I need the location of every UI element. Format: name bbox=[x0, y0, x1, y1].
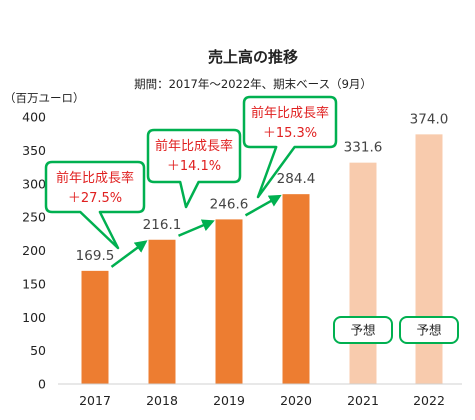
growth-arrow bbox=[178, 219, 215, 237]
bar-2018 bbox=[148, 239, 176, 384]
bars bbox=[81, 134, 443, 384]
x-tick-label: 2020 bbox=[280, 393, 312, 408]
forecast-badges: 予想 予想 bbox=[333, 316, 459, 344]
data-label: 216.1 bbox=[143, 217, 182, 233]
bar-2019 bbox=[215, 219, 243, 384]
growth-arrow bbox=[110, 240, 148, 268]
chart-title: 売上高の推移 bbox=[208, 48, 298, 66]
growth-callout: 前年比成長率 ＋27.5% bbox=[44, 160, 146, 250]
y-tick-label: 100 bbox=[22, 310, 46, 325]
y-tick-label: 150 bbox=[22, 276, 46, 291]
bar-2020 bbox=[282, 194, 310, 384]
y-tick-label: 300 bbox=[22, 176, 46, 191]
data-label: 246.6 bbox=[210, 196, 249, 212]
callout-title: 前年比成長率 bbox=[155, 138, 233, 154]
growth-arrows bbox=[110, 194, 282, 268]
bar-2022 bbox=[415, 134, 443, 384]
callout-title: 前年比成長率 bbox=[251, 105, 329, 121]
data-labels: 169.5 216.1 246.6 284.4 331.6 374.0 bbox=[76, 111, 449, 264]
callout-growth-rate: ＋15.3% bbox=[263, 126, 317, 141]
y-tick-label: 200 bbox=[22, 243, 46, 258]
callout-title: 前年比成長率 bbox=[56, 170, 134, 186]
callout-box bbox=[242, 95, 338, 199]
forecast-badge: 予想 bbox=[399, 316, 459, 344]
growth-annotations: 前年比成長率 ＋27.5% 前年比成長率 ＋14.1% 前年比成長率 ＋15.3% bbox=[44, 95, 338, 250]
data-label: 284.4 bbox=[277, 171, 316, 187]
x-tick-label: 2017 bbox=[79, 393, 111, 408]
y-tick-label: 250 bbox=[22, 210, 46, 225]
y-axis-unit-label: （百万ユーロ） bbox=[4, 91, 85, 105]
callout-growth-rate: ＋14.1% bbox=[167, 159, 221, 174]
y-tick-label: 50 bbox=[30, 343, 46, 358]
data-label: 169.5 bbox=[76, 248, 115, 264]
callout-box bbox=[44, 160, 146, 250]
y-axis: 0 50 100 150 200 250 300 350 400 bbox=[22, 110, 46, 392]
data-label: 374.0 bbox=[410, 111, 449, 127]
x-tick-label: 2019 bbox=[213, 393, 245, 408]
forecast-badge-label: 予想 bbox=[350, 323, 375, 338]
bar-2021 bbox=[349, 162, 377, 384]
callout-growth-rate: ＋27.5% bbox=[68, 191, 122, 206]
y-tick-label: 350 bbox=[22, 143, 46, 158]
callout-box bbox=[146, 128, 242, 209]
forecast-badge-label: 予想 bbox=[416, 323, 441, 338]
bar-2017 bbox=[81, 270, 109, 384]
chart-subtitle: 期間：2017年～2022年、期末ベース（9月） bbox=[134, 77, 372, 91]
x-axis: 2017 2018 2019 2020 2021 2022 bbox=[79, 393, 445, 408]
y-tick-label: 400 bbox=[22, 110, 46, 125]
x-tick-label: 2021 bbox=[347, 393, 379, 408]
x-tick-label: 2022 bbox=[413, 393, 445, 408]
y-tick-label: 0 bbox=[38, 377, 46, 392]
data-label: 331.6 bbox=[344, 140, 383, 156]
growth-callout: 前年比成長率 ＋15.3% bbox=[242, 95, 338, 199]
forecast-badge: 予想 bbox=[333, 316, 393, 344]
x-tick-label: 2018 bbox=[146, 393, 178, 408]
growth-callout: 前年比成長率 ＋14.1% bbox=[146, 128, 242, 209]
growth-arrow bbox=[244, 194, 282, 217]
